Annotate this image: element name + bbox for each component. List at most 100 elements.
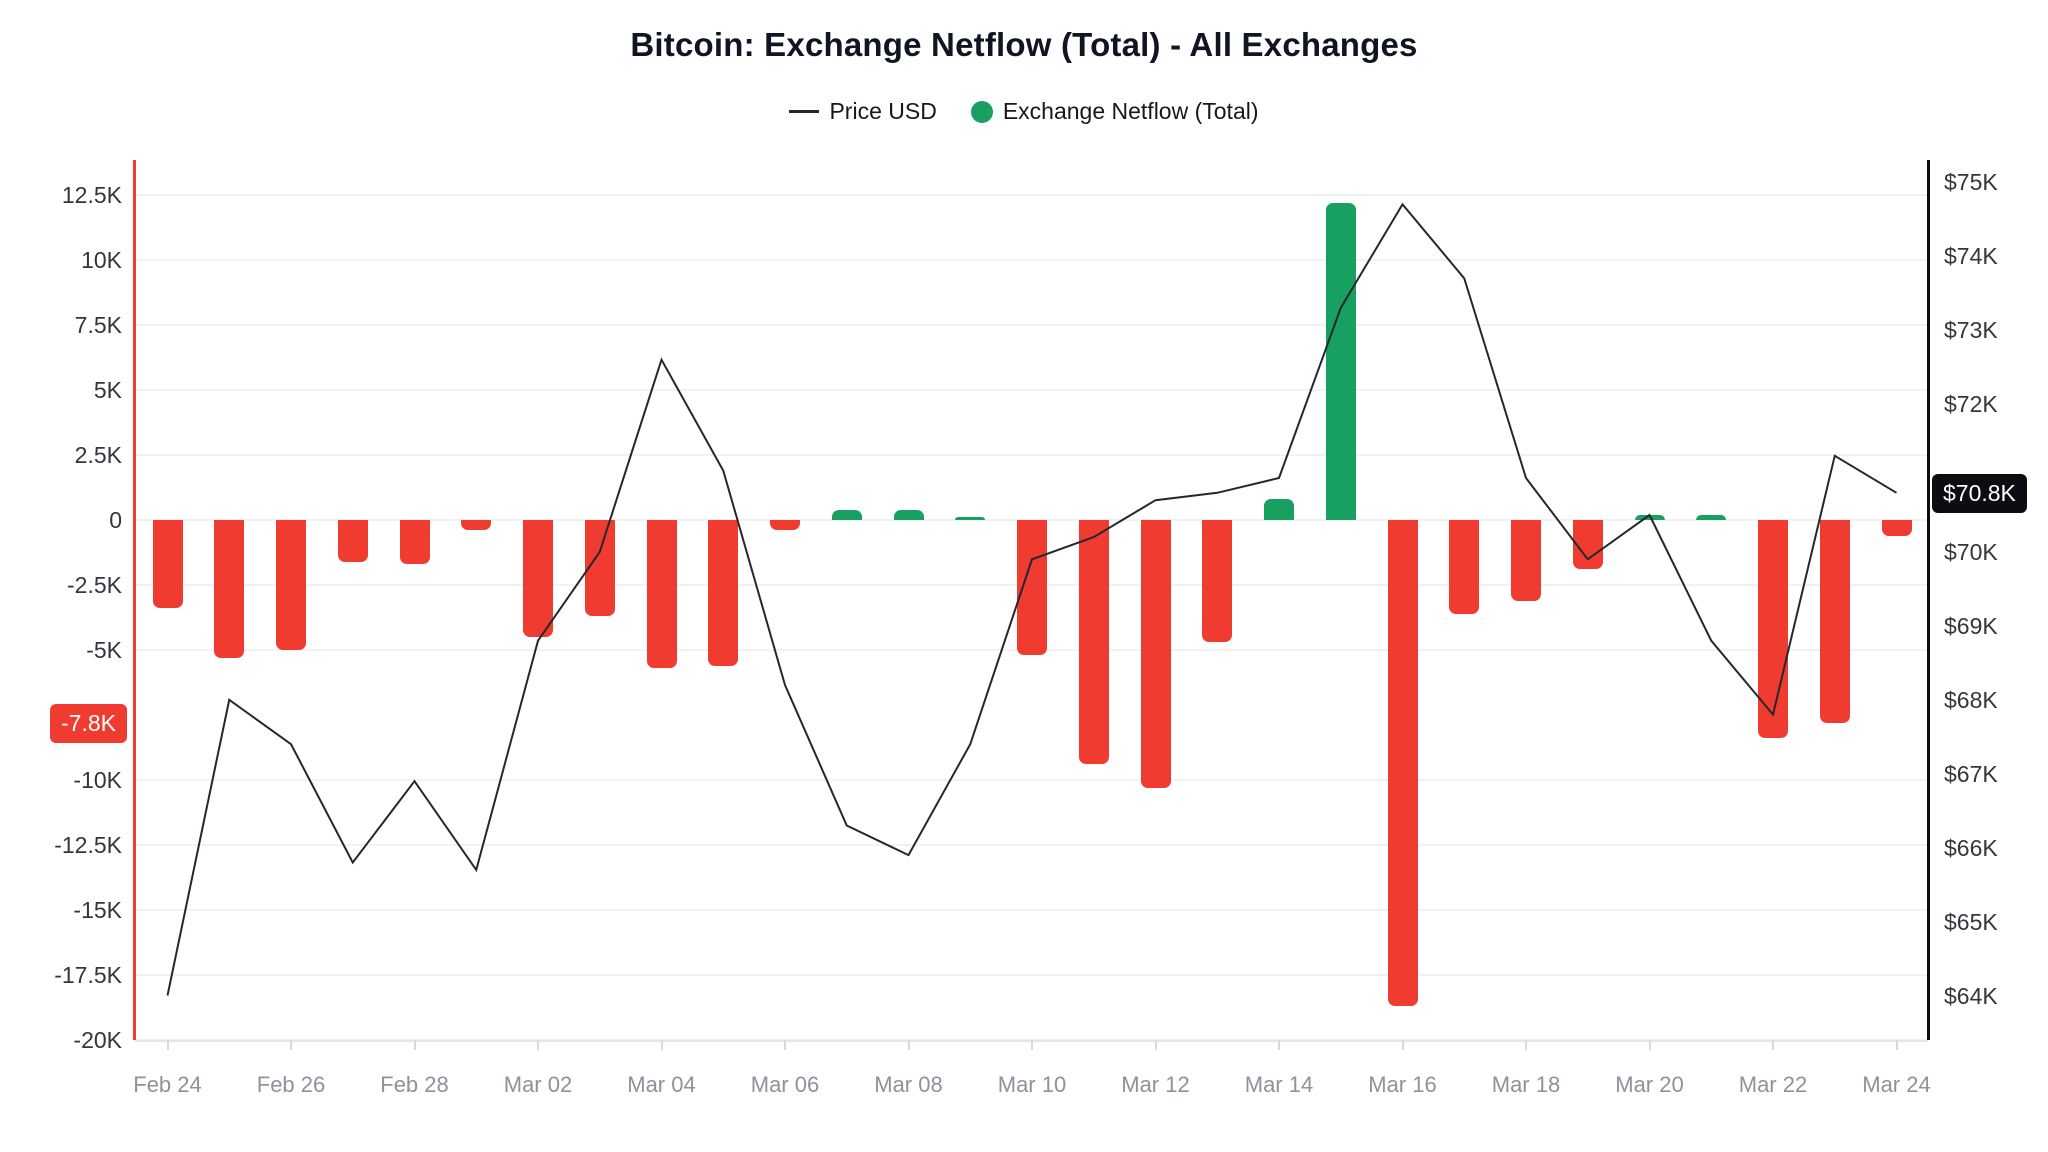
gridline: [135, 844, 1928, 847]
netflow-bar: [276, 520, 306, 651]
netflow-bar: [1202, 520, 1233, 643]
x-axis-label: Mar 14: [1244, 1072, 1314, 1097]
x-axis-label: Mar 12: [1121, 1072, 1190, 1097]
netflow-current-badge: -7.8K: [50, 703, 127, 743]
x-axis-tick: [1154, 1040, 1157, 1050]
gridline: [135, 454, 1928, 457]
x-axis-tick: [660, 1040, 663, 1050]
left-axis-tick-label: -5K: [86, 637, 122, 664]
legend-label-netflow: Exchange Netflow (Total): [1002, 98, 1259, 124]
x-axis-label: Mar 08: [874, 1072, 943, 1097]
x-axis-tick: [1525, 1040, 1527, 1050]
left-axis-tick-label: -12.5K: [54, 832, 122, 859]
x-axis-tick: [1401, 1040, 1404, 1050]
gridline: [135, 974, 1928, 976]
x-axis-tick: [537, 1040, 539, 1050]
netflow-bar: [152, 520, 183, 609]
left-axis-tick-label: -15K: [73, 897, 122, 923]
x-axis-label: Mar 18: [1491, 1072, 1561, 1097]
x-axis-label: Feb 24: [133, 1072, 202, 1097]
netflow-bar: [770, 520, 800, 531]
legend-label-price: Price USD: [829, 98, 937, 124]
netflow-bar: [1634, 514, 1665, 521]
x-axis-tick: [1278, 1040, 1280, 1050]
x-axis-label: Mar 22: [1738, 1072, 1808, 1097]
netflow-bar: [1449, 520, 1480, 614]
right-axis-tick-label: $75K: [1944, 169, 1998, 196]
left-axis-tick-label: -20K: [73, 1027, 122, 1053]
right-axis-tick-label: $70K: [1944, 538, 1998, 565]
left-axis-tick-label: 10K: [81, 247, 122, 274]
gridline: [135, 259, 1928, 262]
netflow-bar: [708, 520, 739, 666]
right-axis-tick-label: $69K: [1944, 612, 1998, 639]
x-axis-label: Mar 06: [750, 1072, 820, 1097]
netflow-dot-marker-icon: [970, 100, 993, 123]
x-axis-label: Mar 10: [997, 1072, 1067, 1097]
left-axis-tick-label: 2.5K: [74, 442, 122, 469]
netflow-bar: [1511, 520, 1541, 601]
left-axis-line: [133, 160, 136, 1040]
x-axis-tick: [166, 1040, 169, 1050]
x-axis-label: Mar 20: [1615, 1072, 1684, 1097]
right-axis-tick-label: $72K: [1944, 391, 1998, 418]
x-axis-label: Mar 16: [1368, 1072, 1437, 1097]
netflow-bar: [337, 520, 368, 562]
netflow-bar: [955, 517, 986, 521]
x-axis-tick: [290, 1040, 292, 1050]
netflow-bar: [399, 520, 430, 565]
x-axis-label: Mar 24: [1862, 1072, 1931, 1097]
left-axis-tick-label: 12.5K: [61, 182, 122, 209]
x-axis-tick: [907, 1040, 910, 1050]
left-axis-tick-label: -10K: [73, 767, 122, 794]
right-axis-tick-label: $73K: [1944, 317, 1998, 344]
netflow-bar: [1696, 514, 1727, 521]
left-axis-tick-label: 0: [109, 507, 122, 534]
right-axis-tick-label: $74K: [1944, 243, 1998, 270]
x-axis-label: Mar 04: [627, 1072, 696, 1097]
x-axis-tick: [1895, 1040, 1898, 1050]
netflow-bar: [646, 520, 677, 669]
x-axis-tick: [1772, 1040, 1774, 1050]
left-axis-tick-label: 5K: [93, 377, 122, 404]
price-line-path: [166, 202, 1898, 996]
netflow-bar: [1819, 520, 1850, 723]
right-axis-tick-label: $64K: [1944, 982, 1998, 1009]
gridline: [135, 324, 1928, 327]
right-axis-tick-label: $68K: [1944, 686, 1998, 713]
gridline: [135, 779, 1928, 782]
netflow-bar: [1325, 202, 1356, 521]
netflow-bar: [893, 509, 924, 521]
left-axis-tick-label: -2.5K: [67, 572, 122, 599]
right-axis-tick-label: $65K: [1944, 908, 1998, 935]
left-axis-tick-label: 7.5K: [74, 312, 122, 339]
price-current-badge: $70.8K: [1932, 473, 2027, 513]
netflow-bar: [523, 520, 553, 638]
x-axis-label: Mar 02: [503, 1072, 573, 1097]
netflow-bar: [1387, 520, 1418, 1007]
left-axis-tick-label: -17.5K: [54, 962, 122, 988]
x-axis-tick: [413, 1040, 416, 1050]
right-axis-tick-label: $67K: [1944, 760, 1998, 787]
gridline: [135, 909, 1928, 911]
netflow-bar: [214, 520, 245, 658]
legend-item-price[interactable]: Price USD: [789, 98, 937, 125]
gridline: [135, 389, 1928, 392]
right-axis-line: [1927, 160, 1930, 1040]
netflow-bar: [831, 509, 862, 521]
gridline: [135, 194, 1928, 197]
page-title: Bitcoin: Exchange Netflow (Total) - All …: [630, 26, 1418, 63]
netflow-bar: [1264, 499, 1294, 521]
netflow-bar: [461, 520, 492, 531]
legend-item-netflow[interactable]: Exchange Netflow (Total): [970, 98, 1259, 125]
right-axis-tick-label: $66K: [1944, 834, 1998, 861]
x-axis-tick: [784, 1040, 786, 1050]
netflow-bar: [1078, 520, 1109, 765]
netflow-bar: [584, 520, 615, 617]
price-line-marker-icon: [789, 110, 820, 113]
chart-legend: Price USD Exchange Netflow (Total): [0, 98, 2048, 125]
x-axis-label: Feb 28: [380, 1072, 449, 1097]
x-axis-label: Feb 26: [256, 1072, 326, 1097]
